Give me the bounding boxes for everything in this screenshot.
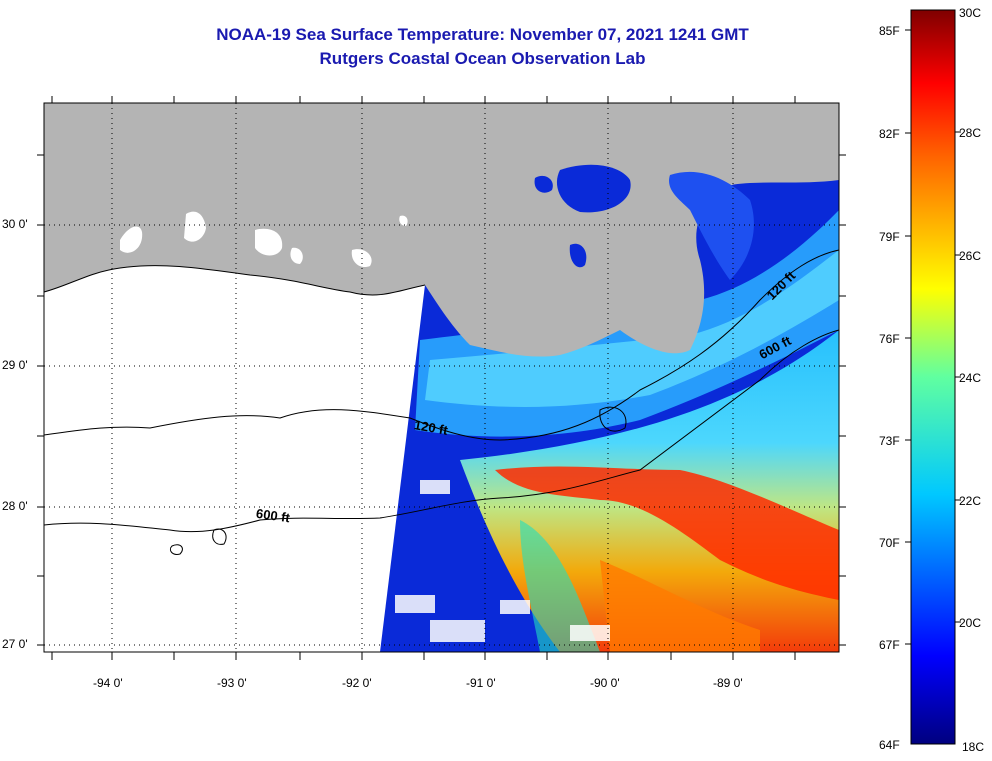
colorbar bbox=[910, 9, 956, 745]
lon-label-92: -92 0' bbox=[342, 676, 372, 690]
colorbar-c-22: 22C bbox=[959, 494, 982, 508]
colorbar-c-24: 24C bbox=[959, 371, 982, 385]
colorbar-c-28: 28C bbox=[959, 126, 982, 140]
lon-label-91: -91 0' bbox=[466, 676, 496, 690]
map-title: NOAA-19 Sea Surface Temperature: Novembe… bbox=[216, 25, 749, 44]
colorbar-c-18: 18C bbox=[962, 740, 985, 754]
lon-label-93: -93 0' bbox=[217, 676, 247, 690]
colorbar-f-76: 76F bbox=[879, 332, 900, 346]
map-subtitle: Rutgers Coastal Ocean Observation Lab bbox=[319, 49, 646, 68]
colorbar-f-67: 67F bbox=[879, 638, 900, 652]
lat-label-27: 27 0' bbox=[2, 637, 28, 651]
lon-label-90: -90 0' bbox=[590, 676, 620, 690]
colorbar-f-64: 64F bbox=[879, 738, 900, 752]
lon-label-94: -94 0' bbox=[93, 676, 123, 690]
colorbar-c-26: 26C bbox=[959, 249, 982, 263]
lon-label-89: -89 0' bbox=[713, 676, 743, 690]
lat-label-28: 28 0' bbox=[2, 499, 28, 513]
land-mass bbox=[44, 103, 839, 357]
lat-label-30: 30 0' bbox=[2, 217, 28, 231]
contour-600ft bbox=[44, 329, 839, 533]
colorbar-c-30: 30C bbox=[959, 6, 982, 20]
colorbar-f-79: 79F bbox=[879, 230, 900, 244]
contour-120ft bbox=[44, 249, 839, 441]
coastline bbox=[44, 265, 426, 296]
colorbar-f-82: 82F bbox=[879, 127, 900, 141]
axis-ticks bbox=[37, 96, 846, 660]
colorbar-ticks bbox=[905, 29, 961, 645]
colorbar-f-85: 85F bbox=[879, 24, 900, 38]
colorbar-f-70: 70F bbox=[879, 536, 900, 550]
lat-label-29: 29 0' bbox=[2, 358, 28, 372]
colorbar-c-20: 20C bbox=[959, 616, 982, 630]
colorbar-f-73: 73F bbox=[879, 434, 900, 448]
